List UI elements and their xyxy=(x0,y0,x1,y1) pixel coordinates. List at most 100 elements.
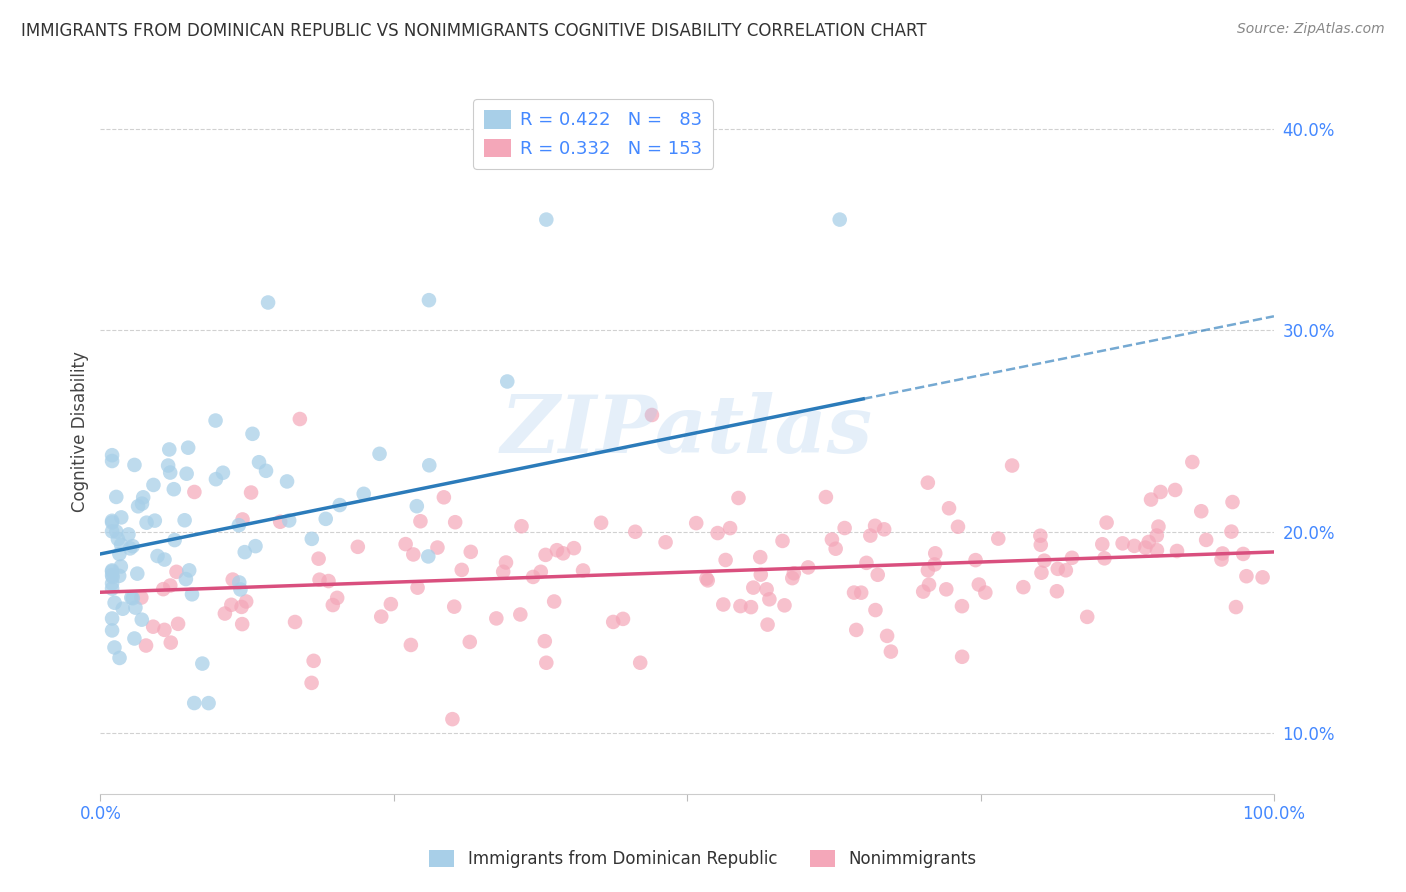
Point xyxy=(783,566,806,581)
Point xyxy=(127,566,149,581)
Point xyxy=(135,639,157,653)
Point xyxy=(654,535,676,549)
Point xyxy=(1236,569,1258,583)
Point xyxy=(110,510,132,524)
Point xyxy=(935,582,957,597)
Point xyxy=(834,521,856,535)
Point xyxy=(153,552,176,566)
Point xyxy=(740,600,762,615)
Point xyxy=(399,638,422,652)
Point xyxy=(685,516,707,530)
Point xyxy=(1076,610,1098,624)
Point xyxy=(1123,539,1146,553)
Point xyxy=(433,491,456,505)
Point xyxy=(174,572,197,586)
Point xyxy=(1094,551,1116,566)
Point xyxy=(159,578,181,592)
Point xyxy=(444,515,467,529)
Point xyxy=(443,599,465,614)
Point xyxy=(131,591,153,605)
Point xyxy=(536,212,558,227)
Point xyxy=(418,458,440,473)
Point xyxy=(121,591,143,606)
Point xyxy=(101,570,124,584)
Point xyxy=(228,518,250,533)
Point xyxy=(288,412,311,426)
Point xyxy=(240,485,263,500)
Point xyxy=(322,598,344,612)
Point xyxy=(212,466,235,480)
Point xyxy=(1111,536,1133,550)
Point xyxy=(946,520,969,534)
Point xyxy=(938,501,960,516)
Point xyxy=(302,654,325,668)
Point xyxy=(1046,562,1069,576)
Point xyxy=(229,582,252,597)
Point xyxy=(546,543,568,558)
Point xyxy=(1164,483,1187,497)
Point xyxy=(159,466,181,480)
Point xyxy=(714,553,737,567)
Point xyxy=(179,563,201,577)
Point xyxy=(326,591,349,605)
Point xyxy=(845,623,868,637)
Point xyxy=(1189,504,1212,518)
Point xyxy=(1222,495,1244,509)
Point xyxy=(278,513,301,527)
Point xyxy=(153,623,176,637)
Point xyxy=(641,408,664,422)
Point xyxy=(127,500,149,514)
Point xyxy=(730,599,752,613)
Point xyxy=(120,591,142,605)
Point xyxy=(495,556,517,570)
Point xyxy=(1149,485,1171,500)
Point xyxy=(536,656,558,670)
Point xyxy=(814,490,837,504)
Point xyxy=(426,541,449,555)
Point xyxy=(1140,492,1163,507)
Point xyxy=(441,712,464,726)
Point xyxy=(756,617,779,632)
Point xyxy=(851,585,873,599)
Point xyxy=(395,537,418,551)
Point xyxy=(918,577,941,591)
Text: IMMIGRANTS FROM DOMINICAN REPUBLIC VS NONIMMIGRANTS COGNITIVE DISABILITY CORRELA: IMMIGRANTS FROM DOMINICAN REPUBLIC VS NO… xyxy=(21,22,927,40)
Point xyxy=(101,624,124,638)
Point xyxy=(1060,550,1083,565)
Point xyxy=(1211,552,1233,566)
Point xyxy=(624,524,647,539)
Point xyxy=(530,565,553,579)
Point xyxy=(758,592,780,607)
Point xyxy=(1232,547,1254,561)
Point xyxy=(711,598,734,612)
Point xyxy=(755,582,778,597)
Point xyxy=(173,513,195,527)
Point xyxy=(855,556,877,570)
Point xyxy=(1091,537,1114,551)
Point xyxy=(121,539,143,553)
Point xyxy=(1135,541,1157,555)
Point xyxy=(232,512,254,526)
Point xyxy=(204,413,226,427)
Point xyxy=(308,551,330,566)
Point xyxy=(1012,580,1035,594)
Point xyxy=(1147,519,1170,533)
Point xyxy=(101,514,124,528)
Point xyxy=(166,565,188,579)
Point xyxy=(329,498,352,512)
Point xyxy=(108,651,131,665)
Point xyxy=(866,567,889,582)
Point xyxy=(772,533,794,548)
Point xyxy=(718,521,741,535)
Point xyxy=(534,548,557,562)
Point xyxy=(346,540,368,554)
Point xyxy=(177,441,200,455)
Point xyxy=(101,565,124,579)
Point xyxy=(101,524,124,539)
Point xyxy=(276,475,298,489)
Point xyxy=(191,657,214,671)
Point xyxy=(965,553,987,567)
Point xyxy=(863,518,886,533)
Point xyxy=(591,516,613,530)
Point xyxy=(269,515,291,529)
